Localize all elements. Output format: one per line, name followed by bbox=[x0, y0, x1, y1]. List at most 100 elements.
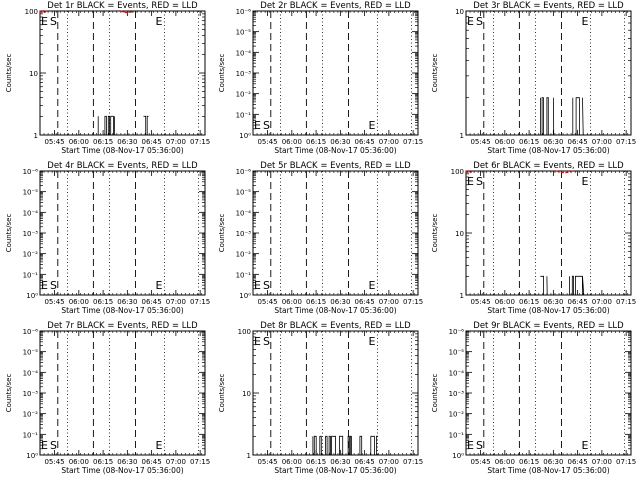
y-tick-label: 10⁻¹ bbox=[23, 431, 39, 439]
x-tick-label: 06:15 bbox=[93, 458, 113, 466]
y-tick-label: 100 bbox=[238, 328, 251, 336]
events-series-line bbox=[312, 435, 379, 456]
x-tick-label: 05:45 bbox=[470, 458, 490, 466]
y-tick-label: 10⁻⁵ bbox=[449, 349, 465, 357]
end-marker: E bbox=[254, 335, 261, 348]
x-tick-label: 07:00 bbox=[166, 138, 186, 146]
y-axis-label: Counts/sec bbox=[431, 54, 439, 93]
x-tick-label: 06:00 bbox=[69, 138, 89, 146]
x-tick-label: 06:15 bbox=[519, 458, 539, 466]
events-series-line bbox=[143, 115, 149, 136]
x-tick-label: 07:15 bbox=[190, 298, 210, 306]
end-marker: E bbox=[582, 439, 589, 452]
panel-5: Det 5r BLACK = Events, RED = LLD Counts/s… bbox=[218, 161, 423, 315]
x-tick-label: 06:45 bbox=[355, 138, 375, 146]
end-marker: E bbox=[582, 15, 589, 28]
y-tick-label: 10⁰ bbox=[239, 292, 251, 300]
plot-title: Det 4r BLACK = Events, RED = LLD bbox=[47, 161, 198, 171]
x-tick-label: 06:45 bbox=[355, 458, 375, 466]
panel-2: Det 2r BLACK = Events, RED = LLD Counts/s… bbox=[218, 1, 423, 155]
end-marker: E bbox=[41, 439, 48, 452]
y-tick-label: 10⁻¹ bbox=[236, 271, 252, 279]
x-tick-label: 05:45 bbox=[257, 298, 277, 306]
end-marker: E bbox=[369, 119, 376, 132]
x-tick-label: 07:00 bbox=[166, 458, 186, 466]
y-tick-label: 10⁻¹ bbox=[236, 111, 252, 119]
end-marker: E bbox=[254, 119, 261, 132]
y-tick-label: 10 bbox=[455, 8, 464, 16]
x-axis-label: Start Time (08-Nov-17 05:36:00) bbox=[487, 306, 609, 315]
x-tick-label: 06:15 bbox=[93, 138, 113, 146]
x-tick-label: 05:45 bbox=[44, 458, 64, 466]
x-tick-label: 06:00 bbox=[495, 138, 515, 146]
plot-title: Det 9r BLACK = Events, RED = LLD bbox=[473, 321, 624, 331]
plot-frame bbox=[39, 170, 206, 296]
y-tick-label: 1 bbox=[34, 132, 38, 140]
x-tick-label: 06:00 bbox=[282, 298, 302, 306]
end-marker: E bbox=[156, 279, 163, 292]
x-tick-label: 06:30 bbox=[330, 458, 350, 466]
y-tick-label: 10 bbox=[455, 230, 464, 238]
x-tick-label: 07:00 bbox=[592, 298, 612, 306]
x-axis-label: Start Time (08-Nov-17 05:36:00) bbox=[61, 146, 183, 155]
x-tick-label: 06:30 bbox=[117, 458, 137, 466]
x-tick-label: 05:45 bbox=[257, 138, 277, 146]
events-series-line bbox=[572, 97, 584, 136]
start-marker: S bbox=[476, 439, 483, 452]
y-tick-label: 10⁰ bbox=[26, 452, 38, 460]
y-tick-label: 10⁻⁶ bbox=[449, 328, 465, 336]
y-tick-label: 10⁻³ bbox=[236, 230, 252, 238]
panel-7: Det 7r BLACK = Events, RED = LLD Counts/s… bbox=[5, 321, 210, 475]
lld-series-line bbox=[120, 10, 135, 14]
y-axis-label: Counts/sec bbox=[5, 54, 13, 93]
x-tick-label: 07:15 bbox=[190, 138, 210, 146]
x-axis-label: Start Time (08-Nov-17 05:36:00) bbox=[274, 146, 396, 155]
y-axis-label: Counts/sec bbox=[218, 214, 226, 253]
panel-3: Det 3r BLACK = Events, RED = LLD Counts/s… bbox=[431, 1, 636, 155]
end-marker: E bbox=[156, 439, 163, 452]
events-series-line bbox=[569, 275, 585, 296]
plot-frame bbox=[252, 170, 419, 296]
y-tick-label: 10⁻⁵ bbox=[23, 189, 39, 197]
start-marker: S bbox=[50, 15, 57, 28]
x-tick-label: 05:45 bbox=[44, 138, 64, 146]
y-tick-label: 10⁻⁴ bbox=[236, 49, 252, 57]
x-tick-label: 06:45 bbox=[568, 458, 588, 466]
x-tick-label: 07:00 bbox=[166, 298, 186, 306]
x-tick-label: 06:00 bbox=[69, 458, 89, 466]
plot-frame bbox=[39, 330, 206, 456]
x-tick-label: 06:00 bbox=[495, 298, 515, 306]
plot-frame bbox=[39, 10, 206, 136]
end-marker: E bbox=[41, 279, 48, 292]
x-axis-label: Start Time (08-Nov-17 05:36:00) bbox=[61, 466, 183, 475]
panel-4: Det 4r BLACK = Events, RED = LLD Counts/s… bbox=[5, 161, 210, 315]
x-tick-label: 07:15 bbox=[403, 138, 423, 146]
x-tick-label: 07:00 bbox=[379, 138, 399, 146]
x-tick-label: 07:15 bbox=[616, 458, 636, 466]
y-tick-label: 10⁻³ bbox=[23, 230, 39, 238]
x-axis-label: Start Time (08-Nov-17 05:36:00) bbox=[487, 466, 609, 475]
x-tick-label: 07:15 bbox=[403, 458, 423, 466]
x-tick-label: 06:30 bbox=[330, 298, 350, 306]
y-tick-label: 10⁻⁶ bbox=[23, 168, 39, 176]
end-marker: E bbox=[41, 15, 48, 28]
y-axis-label: Counts/sec bbox=[431, 374, 439, 413]
x-tick-label: 06:45 bbox=[142, 458, 162, 466]
lld-series-line bbox=[39, 10, 47, 14]
y-tick-label: 1 bbox=[460, 292, 464, 300]
x-tick-label: 06:45 bbox=[568, 298, 588, 306]
y-axis-label: Counts/sec bbox=[431, 214, 439, 253]
lld-series-line bbox=[465, 170, 473, 174]
y-tick-label: 10⁻⁵ bbox=[236, 189, 252, 197]
panel-6: Det 6r BLACK = Events, RED = LLD Counts/s… bbox=[431, 161, 636, 315]
end-marker: E bbox=[369, 279, 376, 292]
events-series-line bbox=[540, 275, 548, 296]
x-tick-label: 05:45 bbox=[257, 458, 277, 466]
y-tick-label: 10⁻⁵ bbox=[236, 29, 252, 37]
x-axis-label: Start Time (08-Nov-17 05:36:00) bbox=[487, 146, 609, 155]
x-tick-label: 06:15 bbox=[306, 458, 326, 466]
x-tick-label: 07:00 bbox=[592, 458, 612, 466]
x-axis-label: Start Time (08-Nov-17 05:36:00) bbox=[274, 466, 396, 475]
y-tick-label: 10⁻² bbox=[23, 251, 39, 259]
